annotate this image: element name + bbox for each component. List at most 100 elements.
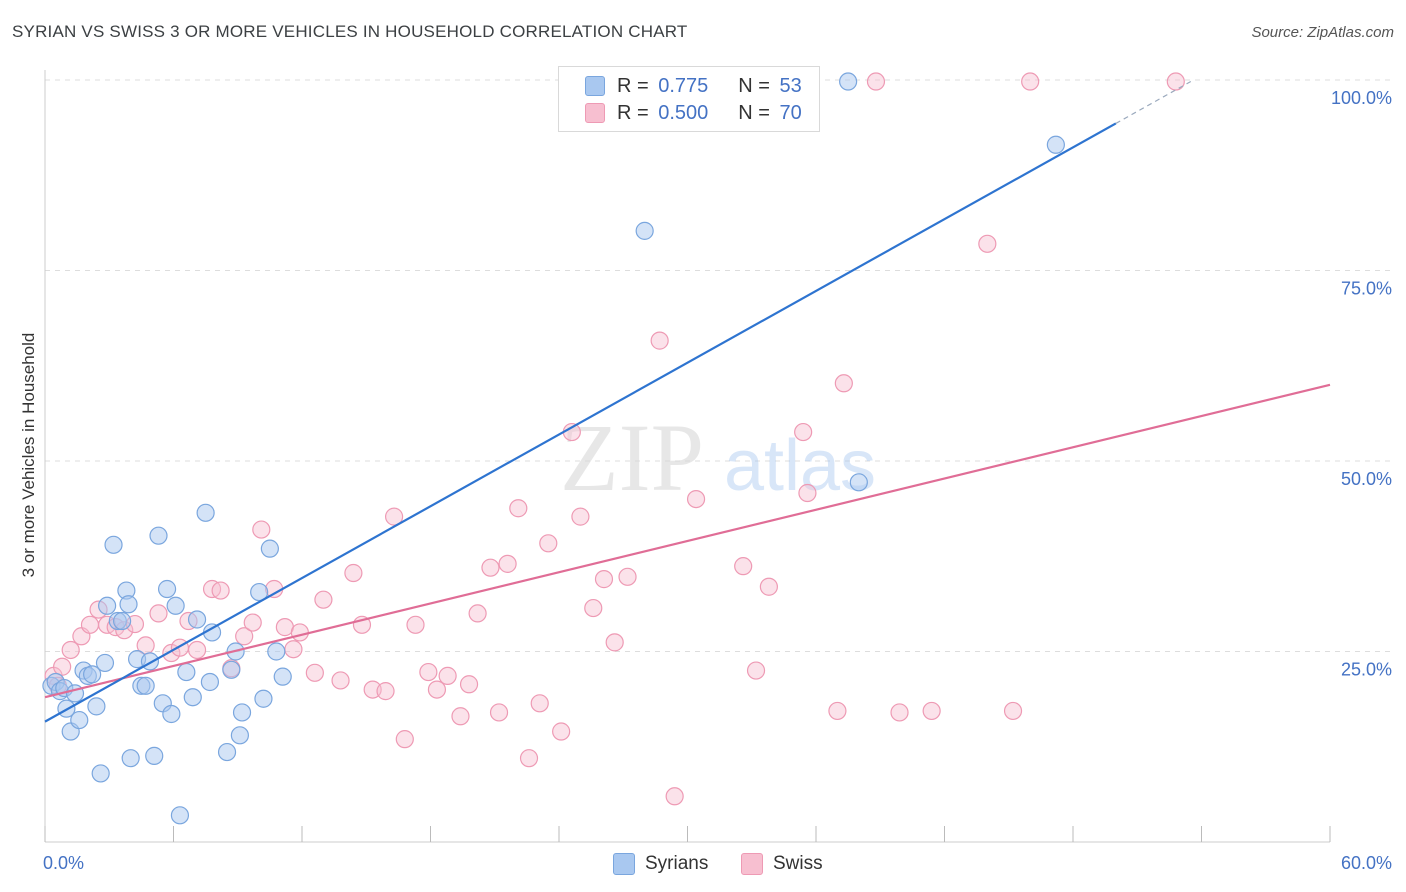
correlation-legend: R = 0.775 N = 53 R = 0.500 N = 70 <box>558 66 820 132</box>
syrian-point <box>166 596 185 615</box>
syrians-n-label: N = <box>738 74 776 97</box>
swiss-point <box>978 234 997 253</box>
syrians-legend-swatch <box>613 853 635 875</box>
syrian-point <box>145 746 164 765</box>
swiss-point <box>584 598 603 618</box>
source-label: Source: ZipAtlas.com <box>1251 24 1394 41</box>
syrian-point <box>232 703 252 722</box>
series-legend: Syrians Swiss <box>0 851 1406 879</box>
syrian-point <box>839 72 858 91</box>
syrian-point <box>273 667 292 686</box>
swiss-trendline <box>44 383 1331 699</box>
swiss-point <box>594 570 614 589</box>
swiss-point <box>243 613 262 632</box>
swiss-point <box>211 581 230 600</box>
y-axis-label: 3 or more Vehicles in Household <box>19 333 38 578</box>
syrian-point <box>635 221 654 240</box>
swiss-n-value: 70 <box>779 101 802 124</box>
swiss-point <box>530 694 549 713</box>
swiss-point <box>539 534 558 553</box>
swiss-point <box>53 657 72 676</box>
swiss-r-label: R = <box>617 101 655 124</box>
syrian-point <box>222 660 241 679</box>
swiss-point <box>759 577 778 596</box>
syrian-point <box>136 676 155 695</box>
swiss-point <box>305 663 324 682</box>
swiss-point <box>798 483 817 503</box>
swiss-point <box>552 722 571 741</box>
swiss-point <box>890 703 909 722</box>
swiss-point <box>828 701 847 721</box>
swiss-point <box>665 787 684 806</box>
swiss-point <box>650 331 669 350</box>
legend-item-syrians[interactable]: Syrians <box>613 853 708 875</box>
legend-row-syrians: R = 0.775 N = 53 <box>585 73 802 99</box>
syrians-r-label: R = <box>617 74 655 97</box>
syrian-point <box>260 539 279 558</box>
syrian-point <box>187 610 207 629</box>
syrian-point <box>112 611 132 631</box>
syrian-point <box>70 710 89 730</box>
swiss-point <box>519 749 539 768</box>
swiss-point <box>314 590 333 609</box>
swiss-point <box>284 640 303 659</box>
swiss-point <box>1021 72 1040 91</box>
syrian-trendline-extension <box>1115 81 1192 124</box>
swiss-point <box>331 671 350 690</box>
swiss-point <box>187 640 207 660</box>
swiss-point <box>438 666 457 685</box>
syrian-point <box>217 742 237 762</box>
syrian-point <box>87 697 106 716</box>
syrian-point <box>200 672 220 692</box>
syrians-r-value: 0.775 <box>658 74 709 97</box>
tick-labels: 25.0% 50.0% 75.0% 100.0% 0.0% 60.0% <box>43 88 1392 873</box>
swiss-point <box>406 615 425 634</box>
syrians-swatch <box>585 76 605 96</box>
x-tick-label: 0.0% <box>43 853 84 873</box>
syrian-point <box>149 526 168 545</box>
swiss-point <box>571 507 590 526</box>
axes <box>44 70 1331 843</box>
x-tick-label: 60.0% <box>1341 853 1392 873</box>
syrian-trendline <box>44 122 1117 723</box>
legend-item-swiss[interactable]: Swiss <box>741 853 823 875</box>
watermark-zip: ZIP <box>560 404 704 511</box>
syrian-point <box>849 473 868 492</box>
syrian-point <box>119 595 138 614</box>
swiss-point <box>498 554 517 573</box>
syrian-point <box>170 806 190 825</box>
syrian-point <box>104 535 123 554</box>
syrian-point <box>177 662 196 682</box>
swiss-point <box>481 558 500 577</box>
swiss-point <box>80 615 100 634</box>
swiss-point <box>384 507 404 526</box>
swiss-point <box>734 557 753 576</box>
syrian-point <box>121 749 140 768</box>
swiss-point <box>605 633 624 652</box>
syrian-point <box>157 579 177 599</box>
swiss-point <box>252 520 271 539</box>
swiss-point <box>866 72 886 91</box>
swiss-point <box>1166 72 1185 91</box>
swiss-point <box>376 682 395 701</box>
swiss-points <box>44 72 1185 806</box>
syrian-point <box>95 653 115 673</box>
swiss-point <box>149 604 168 623</box>
swiss-point <box>290 623 309 642</box>
swiss-r-value: 0.500 <box>658 101 709 124</box>
legend-row-swiss: R = 0.500 N = 70 <box>585 100 802 126</box>
chart-title: SYRIAN VS SWISS 3 OR MORE VEHICLES IN HO… <box>12 22 688 41</box>
swiss-point <box>459 675 479 694</box>
swiss-legend-label: Swiss <box>773 853 823 874</box>
swiss-point <box>489 703 509 722</box>
y-tick-label: 50.0% <box>1341 469 1392 489</box>
swiss-point <box>451 707 470 726</box>
swiss-point <box>395 730 414 749</box>
swiss-point <box>509 499 528 518</box>
syrian-point <box>1046 135 1065 154</box>
syrian-point <box>91 764 110 783</box>
swiss-point <box>746 661 766 680</box>
swiss-point <box>235 627 254 646</box>
swiss-point <box>834 374 853 393</box>
